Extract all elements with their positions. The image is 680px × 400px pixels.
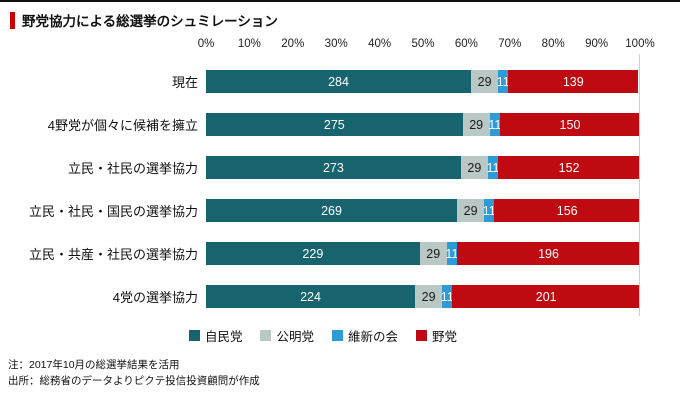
bar-segment-jiminto: 275 (206, 113, 463, 136)
x-axis-tick: 50% (411, 38, 435, 50)
category-label: 4党の選挙協力 (112, 290, 198, 305)
legend-item-komeito: 公明党 (260, 326, 314, 345)
bar-segment-komeito: 29 (462, 113, 490, 136)
category-label: 4野党が個々に候補を擁立 (47, 118, 198, 133)
x-axis-tick: 70% (498, 38, 522, 50)
bar-segment-komeito: 29 (457, 199, 485, 222)
bar-segment-jiminto: 273 (206, 156, 461, 179)
chart-row: 立民・共産・社民の選挙協力 229 29 11 196 (6, 232, 640, 275)
legend-item-ishin: 維新の会 (332, 326, 398, 345)
bar-segment-ishin: 11 (487, 156, 499, 179)
legend-swatch (332, 330, 343, 341)
chart-row: 4野党が個々に候補を擁立 275 29 11 150 (6, 103, 640, 146)
bar-segment-jiminto: 269 (206, 199, 458, 222)
bar-segment-jiminto: 224 (206, 285, 416, 308)
notes: 注：2017年10月の総選挙結果を活用 出所：総務省のデータよりピクテ投信投資顧… (0, 345, 680, 390)
chart-row: 立民・社民・国民の選挙協力 269 29 11 156 (6, 189, 640, 232)
chart-rows: 現在 284 29 11 139 4野党が個々に候補を擁立 275 29 11 150 立民・社民の… (6, 54, 640, 318)
category-label: 立民・共産・社民の選挙協力 (28, 247, 198, 262)
bar-segment-jiminto: 284 (206, 70, 472, 93)
legend-label: 維新の会 (348, 330, 399, 344)
x-axis-tick: 0% (197, 38, 215, 50)
stacked-bar: 269 29 11 156 (206, 199, 640, 222)
bar-segment-ishin: 11 (497, 70, 510, 93)
bar-segment-ishin: 11 (445, 242, 458, 265)
category-label: 立民・社民の選挙協力 (67, 161, 198, 176)
x-axis-tick: 100% (625, 38, 655, 50)
x-axis-tick: 60% (454, 38, 478, 50)
chart-row: 4党の選挙協力 224 29 11 201 (6, 275, 640, 318)
legend-item-yato: 野党 (416, 326, 457, 345)
chart: 0% 10% 20% 30% 40% 50% 60% 70% 80% 90% 100% 現在 284 2… (0, 32, 680, 345)
bar-segment-yato: 201 (452, 285, 640, 308)
bar-segment-komeito: 29 (460, 156, 488, 179)
bar-segment-komeito: 29 (419, 242, 447, 265)
chart-title: 野党協力による総選挙のシュミレーション (22, 14, 278, 29)
bar-segment-yato: 139 (508, 70, 639, 93)
note-line-2: 出所：総務省のデータよりピクテ投信投資顧問が作成 (8, 375, 260, 388)
chart-row: 現在 284 29 11 139 (6, 60, 640, 103)
stacked-bar: 224 29 11 201 (206, 285, 640, 308)
category-label: 現在 (171, 75, 198, 90)
stacked-bar: 273 29 11 152 (206, 156, 640, 179)
bar-segment-ishin: 11 (483, 199, 496, 222)
x-axis-tick: 30% (324, 38, 348, 50)
legend-swatch (260, 330, 272, 341)
bar-segment-yato: 156 (494, 199, 640, 222)
title-row: 野党協力による総選挙のシュミレーション (0, 2, 680, 32)
legend-item-jiminto: 自民党 (188, 326, 243, 345)
legend-label: 野党 (432, 330, 458, 344)
title-accent-bar (10, 11, 15, 29)
bar-segment-yato: 152 (498, 156, 640, 179)
bar-segment-yato: 196 (457, 242, 640, 265)
x-axis-tick: 40% (368, 38, 392, 50)
legend: 自民党 公明党 維新の会 野党 (6, 326, 640, 345)
legend-label: 自民党 (204, 330, 243, 344)
axis-row: 0% 10% 20% 30% 40% 50% 60% 70% 80% 90% 100% (6, 36, 655, 56)
legend-swatch (416, 330, 428, 341)
bar-segment-yato: 150 (499, 113, 640, 136)
bar-segment-komeito: 29 (471, 70, 499, 93)
legend-label: 公明党 (276, 330, 314, 344)
note-line-1: 注：2017年10月の総選挙結果を活用 (8, 359, 180, 371)
stacked-bar: 229 29 11 196 (206, 242, 640, 265)
x-axis: 0% 10% 20% 30% 40% 50% 60% 70% 80% 90% 100% (198, 38, 655, 56)
stacked-bar: 284 29 11 139 (206, 70, 640, 93)
stacked-bar: 275 29 11 150 (206, 113, 640, 136)
chart-row: 立民・社民の選挙協力 273 29 11 152 (6, 146, 640, 189)
x-axis-tick: 90% (585, 38, 609, 50)
x-axis-tick: 80% (541, 38, 565, 50)
bar-segment-jiminto: 229 (206, 242, 420, 265)
legend-swatch (188, 330, 200, 341)
bar-segment-komeito: 29 (415, 285, 443, 308)
x-axis-tick: 10% (237, 38, 261, 50)
bar-segment-ishin: 11 (441, 285, 454, 308)
category-label: 立民・社民・国民の選挙協力 (28, 204, 198, 219)
bar-segment-ishin: 11 (488, 113, 501, 136)
x-axis-tick: 20% (281, 38, 305, 50)
